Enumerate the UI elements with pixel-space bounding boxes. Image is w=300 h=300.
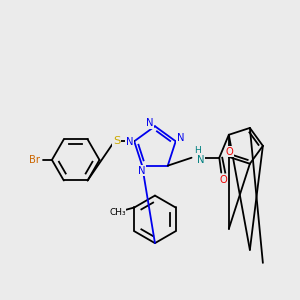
Text: O: O [226, 147, 234, 157]
Text: N: N [177, 133, 184, 143]
Text: H: H [194, 146, 201, 155]
Text: S: S [113, 136, 120, 146]
Text: O: O [219, 175, 227, 184]
Text: CH₃: CH₃ [109, 208, 126, 217]
Text: Br: Br [28, 155, 40, 165]
Text: N: N [138, 166, 146, 176]
Text: N: N [146, 118, 154, 128]
Text: N: N [125, 137, 133, 147]
Text: N: N [197, 155, 204, 165]
